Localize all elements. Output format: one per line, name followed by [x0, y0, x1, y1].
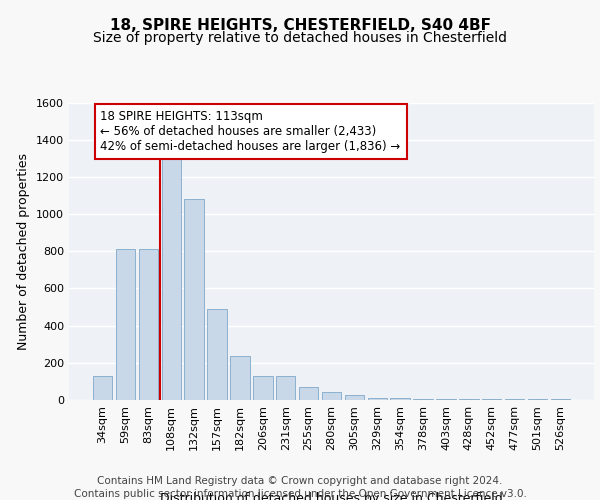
- Bar: [344, 395, 364, 400]
- Bar: [184, 199, 204, 400]
- Bar: [253, 376, 272, 400]
- Bar: [459, 398, 479, 400]
- Bar: [208, 309, 227, 400]
- Bar: [116, 250, 135, 400]
- Y-axis label: Number of detached properties: Number of detached properties: [17, 153, 31, 350]
- Bar: [551, 398, 570, 400]
- Bar: [299, 387, 319, 400]
- Text: 18, SPIRE HEIGHTS, CHESTERFIELD, S40 4BF: 18, SPIRE HEIGHTS, CHESTERFIELD, S40 4BF: [110, 18, 491, 32]
- X-axis label: Distribution of detached houses by size in Chesterfield: Distribution of detached houses by size …: [160, 492, 503, 500]
- Bar: [322, 392, 341, 400]
- Bar: [230, 356, 250, 400]
- Text: Contains HM Land Registry data © Crown copyright and database right 2024.: Contains HM Land Registry data © Crown c…: [97, 476, 503, 486]
- Text: Size of property relative to detached houses in Chesterfield: Size of property relative to detached ho…: [93, 31, 507, 45]
- Bar: [413, 398, 433, 400]
- Bar: [505, 398, 524, 400]
- Text: 18 SPIRE HEIGHTS: 113sqm
← 56% of detached houses are smaller (2,433)
42% of sem: 18 SPIRE HEIGHTS: 113sqm ← 56% of detach…: [101, 110, 401, 153]
- Bar: [276, 376, 295, 400]
- Bar: [482, 398, 502, 400]
- Bar: [368, 398, 387, 400]
- Bar: [161, 158, 181, 400]
- Bar: [139, 250, 158, 400]
- Bar: [93, 376, 112, 400]
- Bar: [528, 398, 547, 400]
- Text: Contains public sector information licensed under the Open Government Licence v3: Contains public sector information licen…: [74, 489, 526, 499]
- Bar: [391, 398, 410, 400]
- Bar: [436, 398, 455, 400]
